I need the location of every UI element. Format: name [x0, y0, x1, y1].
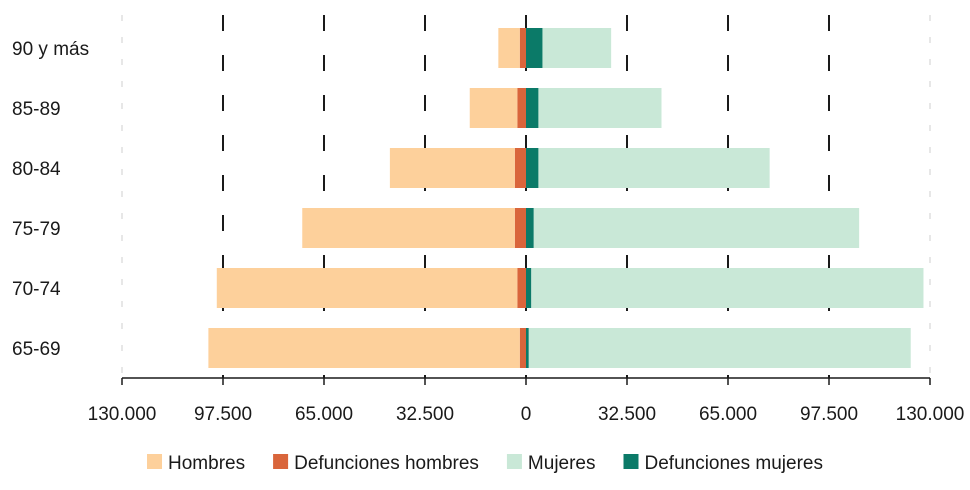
bar-defunciones-mujeres [526, 268, 532, 308]
bar-defunciones-hombres [514, 208, 526, 248]
bar-defunciones-mujeres [526, 148, 539, 188]
legend-swatch [623, 454, 639, 469]
category-labels: 90 y más 85-89 80-84 75-79 70-74 65-69 [12, 39, 89, 360]
x-tick-label: 0 [521, 404, 532, 425]
gridlines [121, 15, 931, 378]
bars [208, 28, 924, 368]
bar-hombres [216, 268, 518, 308]
category-label: 75-79 [12, 219, 61, 240]
bar-row [302, 208, 860, 248]
category-label: 65-69 [12, 339, 61, 360]
category-label: 70-74 [12, 279, 61, 300]
legend-swatch [273, 454, 289, 469]
bar-hombres [389, 148, 515, 188]
x-tick-label: 130.000 [896, 404, 965, 425]
x-tick-label: 65.000 [699, 404, 757, 425]
legend-item: Defunciones hombres [273, 453, 479, 474]
bar-defunciones-mujeres [526, 208, 534, 248]
x-tick-label: 97.500 [194, 404, 252, 425]
bar-defunciones-hombres [517, 268, 526, 308]
bar-defunciones-hombres [514, 148, 526, 188]
legend-item: Mujeres [506, 453, 596, 474]
x-tick-label: 32.500 [598, 404, 656, 425]
bar-hombres [208, 328, 520, 368]
legend-label: Defunciones mujeres [645, 453, 823, 474]
legend-swatch [506, 454, 522, 469]
bar-mujeres [531, 268, 924, 308]
bar-row [498, 28, 612, 68]
category-label: 80-84 [12, 159, 61, 180]
x-axis: 130.000 97.500 65.000 32.500 0 32.500 65.000 97… [88, 377, 965, 425]
bar-mujeres [542, 28, 612, 68]
bar-mujeres [538, 148, 770, 188]
bar-defunciones-mujeres [526, 328, 529, 368]
bar-row [389, 148, 770, 188]
legend: Hombres Defunciones hombres Mujeres Defunci… [147, 453, 823, 474]
bar-row [216, 268, 924, 308]
bar-mujeres [533, 208, 860, 248]
bar-hombres [302, 208, 515, 248]
bar-defunciones-hombres [519, 328, 526, 368]
x-tick-label: 65.000 [295, 404, 353, 425]
x-tick-label: 97.500 [800, 404, 858, 425]
legend-label: Mujeres [528, 453, 596, 474]
bar-defunciones-mujeres [526, 28, 543, 68]
bar-defunciones-mujeres [526, 88, 539, 128]
category-label: 90 y más [12, 39, 89, 60]
bar-hombres [498, 28, 520, 68]
bar-hombres [469, 88, 518, 128]
legend-item: Hombres [147, 453, 245, 474]
bar-row [469, 88, 662, 128]
category-label: 85-89 [12, 99, 61, 120]
legend-swatch [147, 454, 163, 469]
x-tick-label: 32.500 [396, 404, 454, 425]
legend-label: Defunciones hombres [294, 453, 479, 474]
legend-label: Hombres [168, 453, 245, 474]
legend-item: Defunciones mujeres [623, 453, 823, 474]
bar-row [208, 328, 911, 368]
x-tick-label: 130.000 [88, 404, 157, 425]
bar-mujeres [538, 88, 662, 128]
bar-defunciones-hombres [519, 28, 526, 68]
bar-defunciones-hombres [517, 88, 526, 128]
bar-mujeres [528, 328, 911, 368]
